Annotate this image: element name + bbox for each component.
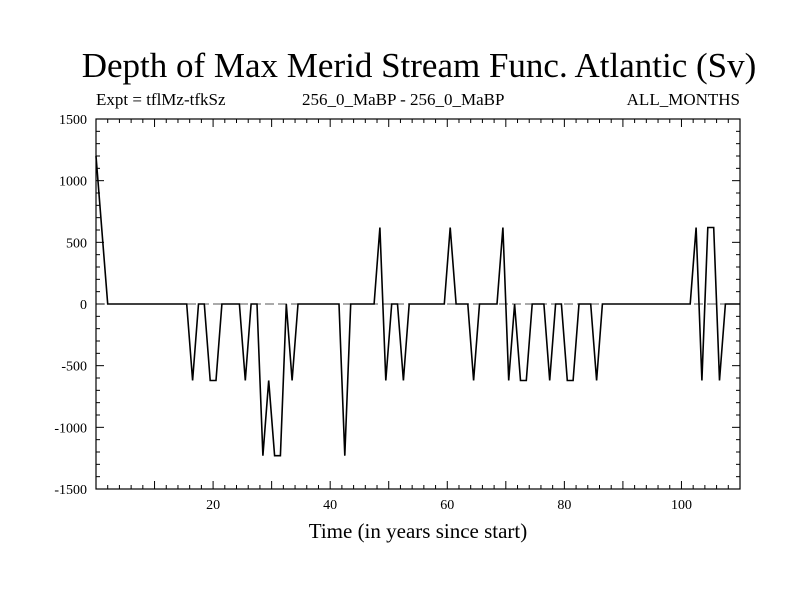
months-label: ALL_MONTHS	[626, 90, 740, 109]
x-tick-label: 20	[206, 498, 220, 513]
y-tick-label: -1000	[54, 421, 87, 436]
x-tick-label: 40	[323, 498, 337, 513]
experiment-label: Expt = tflMz-tfkSz	[96, 90, 226, 109]
x-tick-label: 100	[671, 498, 692, 513]
period-label: 256_0_MaBP - 256_0_MaBP	[302, 90, 505, 109]
chart-title: Depth of Max Merid Stream Func. Atlantic…	[81, 46, 757, 85]
series-line-depth	[95, 155, 740, 457]
x-axis-label: Time (in years since start)	[309, 519, 528, 543]
series-layer	[95, 155, 740, 457]
y-tick-label: 0	[80, 298, 87, 313]
y-tick-label: 1000	[59, 175, 87, 190]
x-tick-label: 60	[440, 498, 454, 513]
y-tick-label: -1500	[54, 483, 87, 498]
y-tick-label: -500	[61, 360, 87, 375]
y-tick-label: 1500	[59, 113, 87, 128]
y-tick-label: 500	[66, 236, 87, 251]
axis-ticks: -1500 -1000 -500 0 500 1000 1500 20 40 60 80 100	[54, 113, 740, 513]
x-tick-label: 80	[557, 498, 571, 513]
